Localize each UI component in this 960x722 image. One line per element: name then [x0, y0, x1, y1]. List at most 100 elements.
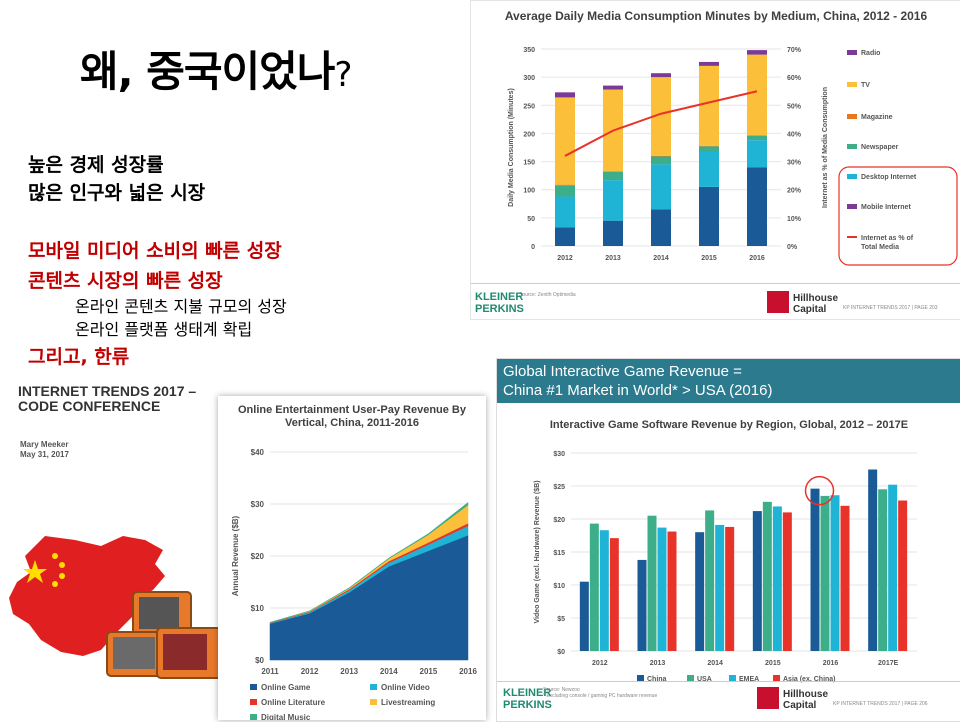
legend-swatch-asia-ex-china: [773, 675, 780, 681]
legend-swatch-desktop-internet: [847, 174, 857, 179]
kleiner-perkins-logo: KLEINER PERKINS: [475, 291, 524, 315]
bar-mobile-internet: [651, 209, 671, 246]
legend-label-emea: EMEA: [739, 676, 759, 683]
report-title-line1: INTERNET TRENDS 2017 –: [18, 383, 197, 399]
x-tick-label: 2017E: [878, 660, 899, 667]
bullet-mobile: 모바일 미디어 소비의 빠른 성장: [28, 240, 282, 262]
legend-label-radio: Radio: [861, 50, 880, 57]
y-tick-label: $40: [251, 448, 265, 457]
line-internet-share: [564, 90, 758, 157]
bar-radio: [651, 73, 671, 78]
y-tick-label: $30: [251, 500, 265, 509]
bar-usa: [878, 489, 888, 651]
bar-china: [695, 532, 705, 651]
bar-tv: [747, 54, 767, 136]
bar-usa: [647, 515, 657, 651]
y2-tick-label: 20%: [787, 188, 802, 195]
china-map-shape: [9, 536, 165, 656]
page-note-top: KP INTERNET TRENDS 2017 | PAGE 203: [843, 305, 938, 311]
bar-emea: [830, 495, 840, 651]
legend-label-magazine: Magazine: [861, 114, 893, 121]
bar-newspaper: [603, 171, 623, 181]
report-title-line2: CODE CONFERENCE: [18, 398, 161, 414]
bar-china: [810, 488, 820, 651]
flag-star-big: [23, 560, 47, 583]
source-note-top: Source: Zenith Optimedia: [519, 292, 576, 298]
y2-tick-label: 30%: [787, 160, 802, 167]
x-tick-label: 2013: [650, 660, 666, 667]
y-tick-label: 250: [523, 103, 535, 110]
y2-tick-label: 40%: [787, 131, 802, 138]
bar-magazine: [699, 145, 719, 147]
legend-label-tv: TV: [861, 82, 870, 89]
bullet-market: 많은 인구와 넓은 시장: [28, 182, 206, 204]
bar-usa: [705, 510, 715, 651]
x-tick-label: 2016: [823, 660, 839, 667]
y-tick-label: 150: [523, 160, 535, 167]
legend-label-internet-share-2: Total Media: [861, 244, 899, 251]
y-tick-label: $0: [255, 656, 264, 665]
bar-china: [752, 511, 762, 651]
game-revenue-panel: Global Interactive Game Revenue = China …: [496, 358, 960, 722]
hillhouse-logo-mark-bottom: [757, 687, 779, 709]
bar-newspaper: [651, 156, 671, 165]
media-chart-title: Average Daily Media Consumption Minutes …: [504, 9, 928, 23]
legend-swatch-digital-music: [250, 714, 257, 720]
user-pay-revenue-panel: Online Entertainment User-Pay Revenue By…: [218, 396, 486, 720]
tv-screen-1: [139, 597, 179, 629]
flag-star-small-2: [59, 562, 65, 568]
bar-usa: [820, 495, 830, 651]
bar-tv: [699, 65, 719, 146]
area-online-game: [269, 534, 469, 661]
game-revenue-chart: $0 $5 $10 $15 $20 $25 $30 Video Game (excl. Har…: [534, 451, 917, 683]
report-byline: Mary Meeker May 31, 2017: [20, 440, 69, 460]
bar-china: [637, 559, 647, 651]
report-title: INTERNET TRENDS 2017 – CODE CONFERENCE: [18, 384, 196, 414]
y-tick-label: $15: [553, 550, 565, 557]
x-tick-label: 2011: [261, 667, 279, 676]
legend-label-newspaper: Newspaper: [861, 144, 899, 151]
legend-swatch-newspaper: [847, 144, 857, 149]
y-tick-label: $25: [553, 484, 565, 491]
y-axis-label: Video Game (excl. Hardware) Revenue ($B): [534, 480, 541, 623]
bar-radio: [699, 61, 719, 66]
hillhouse-logo-mark: [767, 291, 789, 313]
sub-bullet-platform: 온라인 플랫폼 생태계 확립: [75, 320, 253, 339]
flag-star-small-4: [52, 581, 58, 587]
bar-china: [868, 469, 878, 651]
bar-magazine: [747, 135, 767, 136]
flag-star-small-1: [52, 553, 58, 559]
bar-emea: [599, 530, 609, 651]
user-pay-chart-title: Online Entertainment User-Pay Revenue By…: [237, 404, 466, 429]
game-header-line1: Global Interactive Game Revenue =: [503, 363, 742, 380]
kleiner-perkins-logo-bottom: KLEINER PERKINS: [503, 687, 552, 711]
bar-newspaper: [699, 146, 719, 153]
x-tick-label: 2016: [749, 255, 765, 262]
bar-newspaper: [747, 135, 767, 141]
x-tick-label: 2013: [340, 667, 358, 676]
legend-label-online-video: Online Video: [381, 683, 430, 692]
legend-label-internet-share-1: Internet as % of: [861, 235, 914, 242]
y-tick-label: 300: [523, 75, 535, 82]
x-tick-label: 2014: [653, 255, 669, 262]
slide-title: 왜, 중국이었나?: [80, 47, 352, 96]
bar-mobile-internet: [555, 227, 575, 246]
bar-asia-ex-china: [725, 526, 735, 651]
legend-label-usa: USA: [697, 676, 712, 683]
bar-tv: [555, 97, 575, 185]
legend-swatch-online-video: [370, 684, 377, 690]
game-header-bar: [497, 359, 960, 403]
highlight-circle: [804, 475, 835, 506]
x-tick-label: 2012: [592, 660, 608, 667]
bar-mobile-internet: [603, 220, 623, 246]
y2-tick-label: 10%: [787, 216, 802, 223]
bar-mobile-internet: [747, 167, 767, 246]
bar-emea: [772, 506, 782, 651]
page-note-bottom: KP INTERNET TRENDS 2017 | PAGE 206: [833, 701, 928, 707]
y-tick-label: $5: [557, 616, 565, 623]
media-consumption-panel: Average Daily Media Consumption Minutes …: [470, 0, 960, 320]
bar-asia-ex-china: [898, 500, 908, 651]
x-tick-label: 2015: [765, 660, 781, 667]
legend-label-mobile-internet: Mobile Internet: [861, 204, 911, 211]
y2-axis-label: Internet as % of Media Consumption: [822, 87, 829, 208]
